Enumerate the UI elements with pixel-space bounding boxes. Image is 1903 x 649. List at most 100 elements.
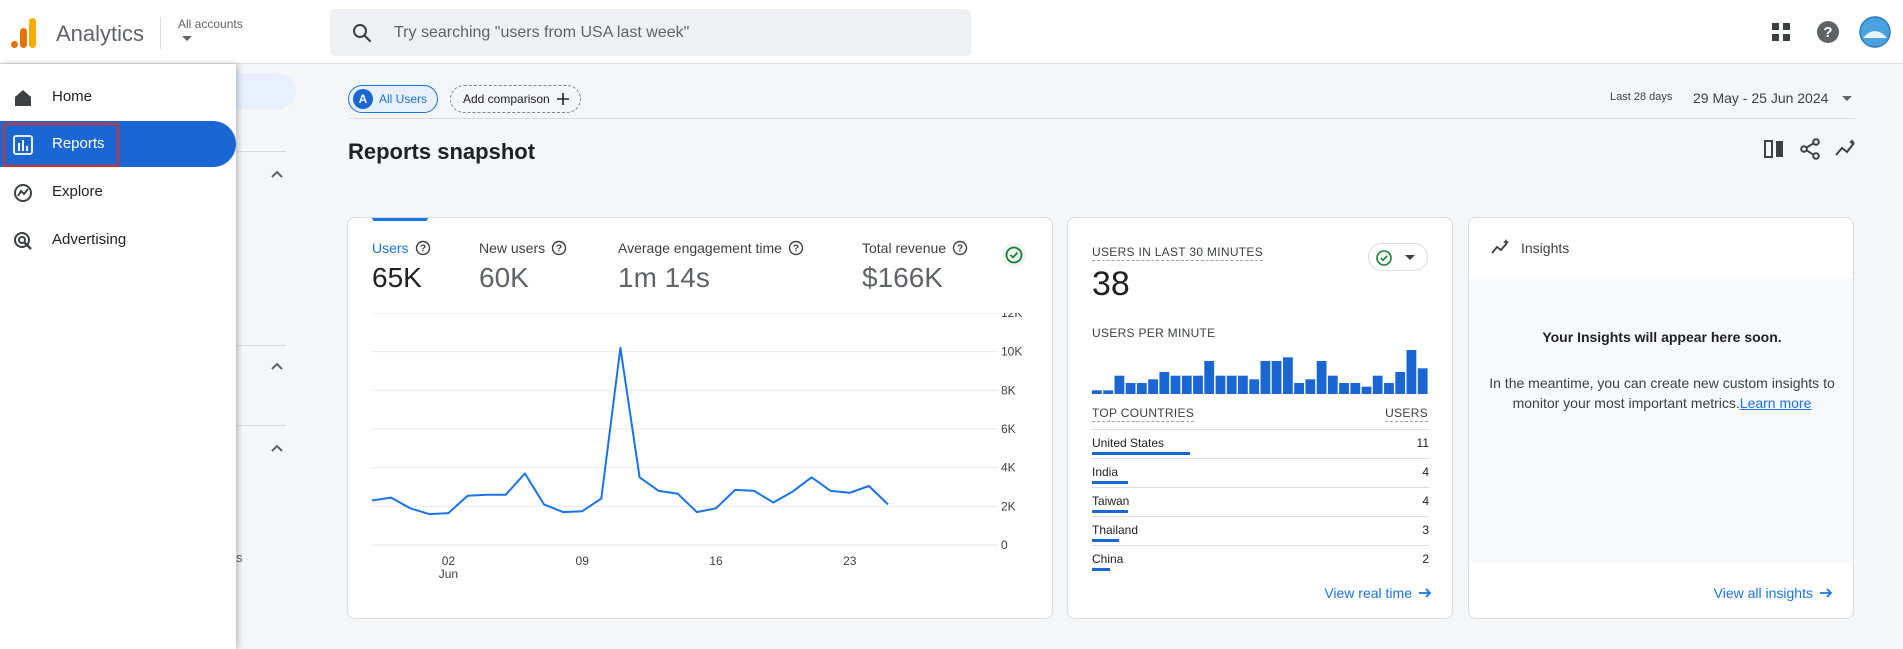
- minute-bar[interactable]: [1215, 375, 1226, 394]
- chevron-down-icon[interactable]: [1842, 96, 1852, 101]
- country-row[interactable]: United States 11: [1092, 430, 1429, 458]
- country-row[interactable]: India 4: [1092, 459, 1429, 487]
- minute-bar[interactable]: [1170, 375, 1181, 394]
- minute-bar[interactable]: [1406, 350, 1417, 394]
- bar-chart-icon: [13, 135, 33, 155]
- country-name: United States: [1092, 436, 1165, 450]
- metric-tab-new-users[interactable]: New users ? 60K: [479, 240, 567, 294]
- minute-bar[interactable]: [1136, 383, 1147, 394]
- minute-bar[interactable]: [1271, 361, 1282, 394]
- minute-bar[interactable]: [1092, 390, 1102, 394]
- chevron-up-icon[interactable]: [270, 169, 284, 179]
- learn-more-link[interactable]: Learn more: [1739, 395, 1812, 411]
- help-outline-icon[interactable]: ?: [415, 240, 431, 256]
- minute-bar[interactable]: [1372, 375, 1383, 394]
- metric-value: 65K: [372, 262, 422, 293]
- metric-value: 60K: [479, 262, 529, 293]
- country-users: 2: [1422, 552, 1429, 566]
- minute-bar[interactable]: [1305, 379, 1316, 394]
- minute-bar[interactable]: [1226, 375, 1237, 394]
- metric-tab-users[interactable]: Users ? 65K: [372, 240, 431, 294]
- minute-bar[interactable]: [1417, 368, 1428, 394]
- minute-bar[interactable]: [1339, 383, 1349, 394]
- insights-empty-state: Your Insights will appear here soon. In …: [1469, 278, 1853, 563]
- minute-bar[interactable]: [1294, 383, 1304, 394]
- all-users-chip[interactable]: A All Users: [348, 85, 439, 113]
- realtime-filter-dropdown[interactable]: [1368, 243, 1428, 271]
- minute-bar[interactable]: [1283, 357, 1293, 394]
- users-per-minute-bars: [1092, 350, 1428, 394]
- date-range[interactable]: 29 May - 25 Jun 2024: [1693, 90, 1829, 106]
- nav-item-home[interactable]: Home: [0, 74, 236, 120]
- metric-value: 1m 14s: [618, 262, 710, 293]
- help-outline-icon[interactable]: ?: [788, 240, 804, 256]
- nav-item-advertising[interactable]: Advertising: [0, 217, 236, 263]
- metric-value: $166K: [862, 262, 943, 293]
- add-comparison-button[interactable]: Add comparison: [450, 85, 581, 113]
- minute-bar[interactable]: [1193, 375, 1203, 394]
- y-tick-label: 0: [1001, 538, 1008, 552]
- minute-bar[interactable]: [1114, 375, 1125, 394]
- analytics-logo[interactable]: [11, 18, 37, 48]
- insights-body-text: In the meantime, you can create new cust…: [1489, 375, 1835, 411]
- compare-columns-icon[interactable]: [1762, 137, 1786, 161]
- x-tick-label: 02: [442, 554, 456, 568]
- minute-bar[interactable]: [1125, 383, 1136, 394]
- metric-label: Users: [372, 240, 409, 256]
- help-outline-icon[interactable]: ?: [952, 240, 968, 256]
- metric-tab-engagement-time[interactable]: Average engagement time ? 1m 14s: [618, 240, 804, 294]
- share-icon[interactable]: [1798, 137, 1822, 161]
- nav-item-label: Reports: [52, 135, 105, 152]
- minute-bar[interactable]: [1260, 361, 1271, 394]
- chevron-up-icon[interactable]: [270, 443, 284, 453]
- search-input[interactable]: [394, 9, 954, 56]
- country-share-bar: [1092, 568, 1110, 571]
- nav-item-label: Home: [52, 88, 93, 105]
- help-outline-icon[interactable]: ?: [551, 240, 567, 256]
- metric-tab-total-revenue[interactable]: Total revenue ? $166K: [862, 240, 968, 294]
- check-circle-icon[interactable]: [1001, 242, 1027, 268]
- country-row[interactable]: China 2: [1092, 546, 1429, 574]
- insights-header: Insights: [1469, 218, 1853, 278]
- minute-bar[interactable]: [1350, 383, 1361, 394]
- date-preset[interactable]: Last 28 days: [1610, 91, 1673, 103]
- partial-nav-text: s: [236, 550, 243, 565]
- minute-bar[interactable]: [1148, 379, 1158, 394]
- y-tick-label: 4K: [1001, 461, 1016, 475]
- view-realtime-link[interactable]: View real time: [1324, 585, 1432, 601]
- minute-bar[interactable]: [1238, 375, 1248, 394]
- header-divider: [160, 17, 161, 49]
- help-icon[interactable]: ?: [1815, 19, 1841, 45]
- avatar[interactable]: [1859, 16, 1891, 48]
- minute-bar[interactable]: [1361, 386, 1372, 394]
- country-share-bar: [1092, 452, 1190, 455]
- country-row[interactable]: Taiwan 4: [1092, 488, 1429, 516]
- country-name: Thailand: [1092, 523, 1139, 537]
- divider: [236, 345, 286, 346]
- account-selector[interactable]: All accounts: [178, 17, 243, 31]
- chevron-up-icon[interactable]: [270, 361, 284, 371]
- series-line-users[interactable]: [371, 346, 889, 516]
- nav-item-explore[interactable]: Explore: [0, 169, 236, 215]
- apps-grid-icon[interactable]: [1768, 19, 1794, 45]
- divider: [348, 118, 1855, 119]
- minute-bar[interactable]: [1384, 383, 1394, 394]
- minute-bar[interactable]: [1327, 375, 1338, 394]
- x-tick-label: 16: [709, 554, 723, 568]
- minute-bar[interactable]: [1395, 372, 1406, 394]
- minute-bar[interactable]: [1103, 390, 1113, 394]
- realtime-value: 38: [1092, 265, 1130, 303]
- minute-bar[interactable]: [1159, 372, 1170, 394]
- search-bar[interactable]: [330, 9, 971, 56]
- divider: [236, 151, 286, 152]
- chevron-down-icon[interactable]: [182, 36, 192, 41]
- insights-icon[interactable]: [1834, 137, 1858, 161]
- view-all-insights-link[interactable]: View all insights: [1714, 585, 1833, 601]
- minute-bar[interactable]: [1204, 361, 1215, 394]
- metrics-card: Users ? 65K New users ? 60K Average enga…: [347, 217, 1053, 619]
- minute-bar[interactable]: [1316, 361, 1327, 394]
- nav-item-label: Explore: [52, 183, 103, 200]
- minute-bar[interactable]: [1249, 379, 1260, 394]
- minute-bar[interactable]: [1181, 375, 1192, 394]
- country-row[interactable]: Thailand 3: [1092, 517, 1429, 545]
